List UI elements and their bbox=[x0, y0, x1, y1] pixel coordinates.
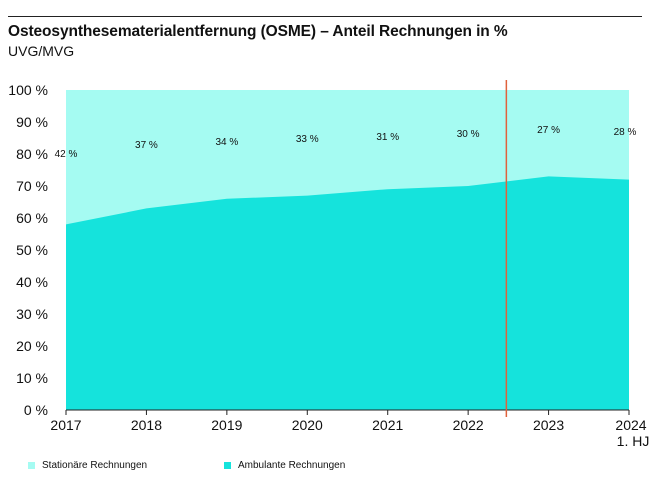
data-label: 30 % bbox=[457, 129, 480, 140]
top-rule bbox=[8, 16, 642, 17]
y-tick-label: 60 % bbox=[16, 210, 48, 226]
legend-label-ambulant: Ambulante Rechnungen bbox=[238, 460, 346, 471]
x-tick-label: 2021 bbox=[372, 417, 403, 433]
y-tick-label: 100 % bbox=[8, 82, 48, 98]
area-ambulant bbox=[66, 176, 629, 410]
x-tick-label: 2023 bbox=[533, 417, 564, 433]
chart-title: Osteosynthesematerialentfernung (OSME) –… bbox=[8, 23, 508, 40]
data-label: 31 % bbox=[376, 132, 399, 143]
x-tick-sublabel: 1. HJ bbox=[617, 433, 650, 449]
y-tick-label: 30 % bbox=[16, 306, 48, 322]
x-tick-label: 2017 bbox=[50, 417, 81, 433]
x-tick-label: 2018 bbox=[131, 417, 162, 433]
data-label: 37 % bbox=[135, 140, 158, 151]
legend-label-stationaer: Stationäre Rechnungen bbox=[42, 460, 148, 471]
legend-ambulant: Ambulante Rechnungen bbox=[224, 460, 345, 471]
x-tick-label: 2019 bbox=[211, 417, 242, 433]
x-tick-label: 2024 bbox=[615, 417, 646, 433]
x-tick-label: 2020 bbox=[292, 417, 323, 433]
x-tick-label: 2022 bbox=[453, 417, 484, 433]
data-label: 42 % bbox=[55, 149, 78, 160]
data-label: 33 % bbox=[296, 134, 319, 145]
y-tick-label: 40 % bbox=[16, 274, 48, 290]
data-label: 34 % bbox=[215, 137, 238, 148]
chart-subtitle: UVG/MVG bbox=[8, 43, 75, 59]
data-label: 28 % bbox=[614, 127, 637, 138]
y-tick-label: 20 % bbox=[16, 338, 48, 354]
y-tick-label: 80 % bbox=[16, 146, 48, 162]
y-tick-label: 90 % bbox=[16, 114, 48, 130]
legend-swatch-stationaer bbox=[28, 462, 35, 469]
y-tick-label: 70 % bbox=[16, 178, 48, 194]
legend-stationaer: Stationäre Rechnungen bbox=[28, 460, 147, 471]
data-label: 27 % bbox=[537, 125, 560, 136]
y-tick-label: 10 % bbox=[16, 370, 48, 386]
legend-swatch-ambulant bbox=[224, 462, 231, 469]
y-tick-label: 0 % bbox=[24, 402, 48, 418]
y-tick-label: 50 % bbox=[16, 242, 48, 258]
